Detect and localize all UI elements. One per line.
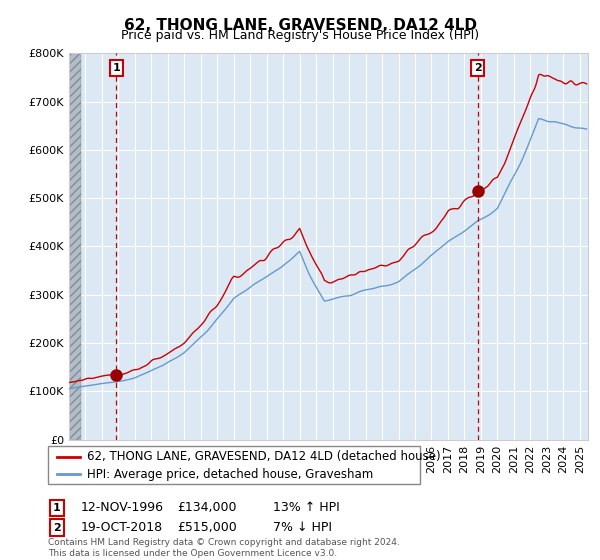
Bar xyxy=(69,53,82,440)
Text: 13% ↑ HPI: 13% ↑ HPI xyxy=(273,501,340,515)
Text: HPI: Average price, detached house, Gravesham: HPI: Average price, detached house, Grav… xyxy=(87,468,373,481)
Text: 7% ↓ HPI: 7% ↓ HPI xyxy=(273,521,332,534)
Text: 1: 1 xyxy=(113,63,121,73)
Text: 2: 2 xyxy=(474,63,481,73)
Text: Contains HM Land Registry data © Crown copyright and database right 2024.
This d: Contains HM Land Registry data © Crown c… xyxy=(48,538,400,558)
FancyBboxPatch shape xyxy=(48,446,420,484)
Text: 62, THONG LANE, GRAVESEND, DA12 4LD: 62, THONG LANE, GRAVESEND, DA12 4LD xyxy=(124,18,476,33)
Text: 12-NOV-1996: 12-NOV-1996 xyxy=(81,501,164,515)
Text: £134,000: £134,000 xyxy=(177,501,236,515)
Text: 62, THONG LANE, GRAVESEND, DA12 4LD (detached house): 62, THONG LANE, GRAVESEND, DA12 4LD (det… xyxy=(87,450,440,464)
Text: 1: 1 xyxy=(53,503,61,513)
Text: 19-OCT-2018: 19-OCT-2018 xyxy=(81,521,163,534)
Text: £515,000: £515,000 xyxy=(177,521,237,534)
Text: Price paid vs. HM Land Registry's House Price Index (HPI): Price paid vs. HM Land Registry's House … xyxy=(121,29,479,42)
Text: 2: 2 xyxy=(53,522,61,533)
